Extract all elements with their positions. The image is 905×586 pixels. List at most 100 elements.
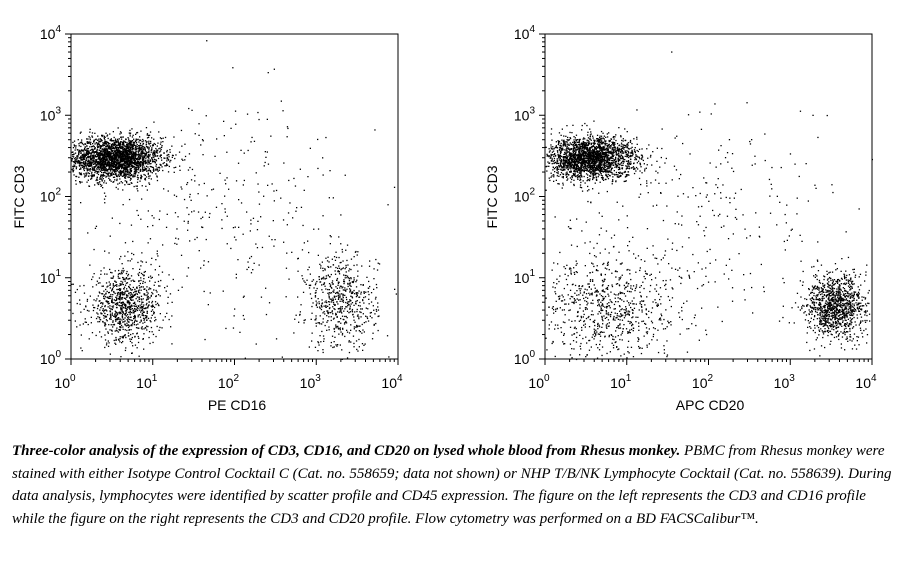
scatter-point [315, 292, 317, 294]
scatter-point [275, 338, 278, 340]
scatter-point [110, 174, 112, 176]
scatter-point [168, 274, 170, 276]
scatter-point [130, 160, 132, 162]
scatter-point [335, 327, 337, 329]
scatter-point [97, 153, 99, 156]
scatter-point [349, 305, 351, 307]
scatter-point [118, 155, 121, 157]
scatter-point [371, 317, 373, 319]
scatter-point [366, 276, 368, 278]
scatter-point [584, 144, 586, 146]
scatter-point [101, 169, 103, 171]
scatter-point [141, 261, 144, 263]
scatter-point [286, 126, 289, 128]
scatter-point [96, 179, 99, 181]
scatter-point [604, 141, 607, 143]
scatter-point [92, 143, 94, 145]
scatter-point [339, 295, 341, 297]
scatter-point [163, 188, 165, 190]
scatter-point [359, 331, 361, 333]
scatter-point [96, 149, 98, 152]
scatter-point [122, 336, 124, 338]
scatter-point [99, 318, 101, 321]
scatter-point [90, 153, 93, 155]
scatter-point [89, 156, 91, 158]
scatter-point [114, 173, 116, 176]
scatter-point [146, 137, 149, 139]
scatter-point [597, 169, 599, 171]
scatter-point [101, 166, 103, 168]
scatter-point [120, 284, 122, 286]
scatter-point [115, 146, 117, 149]
scatter-point [337, 308, 340, 310]
scatter-point [599, 163, 601, 165]
scatter-point [587, 159, 589, 161]
scatter-point [600, 153, 602, 155]
scatter-point [148, 140, 150, 142]
scatter-point [261, 246, 264, 249]
scatter-point [132, 166, 134, 168]
scatter-point [349, 307, 351, 309]
scatter-point [164, 287, 166, 289]
scatter-point [121, 166, 124, 168]
scatter-point [140, 327, 143, 329]
scatter-point [116, 312, 119, 314]
scatter-point [80, 311, 82, 313]
scatter-point [345, 271, 347, 273]
scatter-point [337, 328, 340, 330]
scatter-point [336, 326, 338, 328]
scatter-point [127, 163, 129, 166]
scatter-point [581, 169, 584, 171]
scatter-point [342, 267, 344, 269]
scatter-point [226, 177, 228, 179]
scatter-point [144, 169, 146, 171]
scatter-point [358, 296, 361, 298]
scatter-point [121, 302, 123, 304]
scatter-point [101, 160, 103, 162]
scatter-point [95, 142, 98, 144]
scatter-point [126, 308, 128, 310]
scatter-point [112, 169, 115, 171]
scatter-point [144, 148, 146, 150]
scatter-point [362, 284, 364, 286]
scatter-point [196, 236, 198, 239]
scatter-point [118, 285, 120, 287]
scatter-point [602, 147, 604, 149]
scatter-point [321, 289, 323, 291]
scatter-point [352, 280, 355, 283]
scatter-point [324, 268, 326, 270]
scatter-point [282, 219, 285, 221]
y-tick-label: 104 [40, 24, 62, 42]
scatter-point [611, 151, 613, 154]
scatter-point [106, 164, 108, 166]
scatter-point [118, 156, 120, 158]
scatter-point [364, 296, 367, 298]
scatter-point [151, 331, 153, 333]
scatter-point [563, 158, 565, 160]
scatter-point [105, 164, 107, 167]
scatter-point [323, 282, 326, 284]
scatter-point [135, 151, 137, 153]
scatter-point [618, 159, 620, 161]
scatter-point [113, 291, 115, 294]
scatter-point [110, 167, 112, 169]
scatter-point [116, 298, 118, 300]
scatter-point [94, 227, 97, 229]
scatter-point [139, 177, 142, 179]
scatter-point [98, 141, 100, 143]
scatter-point [118, 165, 120, 167]
scatter-point [113, 163, 115, 165]
scatter-point [607, 173, 609, 176]
scatter-point [79, 168, 81, 170]
scatter-point [110, 277, 112, 279]
scatter-point [80, 158, 82, 160]
scatter-point [148, 150, 150, 152]
scatter-point [105, 153, 107, 155]
scatter-point [368, 298, 370, 300]
scatter-point [343, 282, 345, 285]
scatter-point [332, 299, 334, 301]
scatter-point [579, 170, 581, 172]
scatter-point [575, 142, 577, 144]
scatter-point [102, 145, 105, 147]
scatter-point [74, 165, 76, 167]
